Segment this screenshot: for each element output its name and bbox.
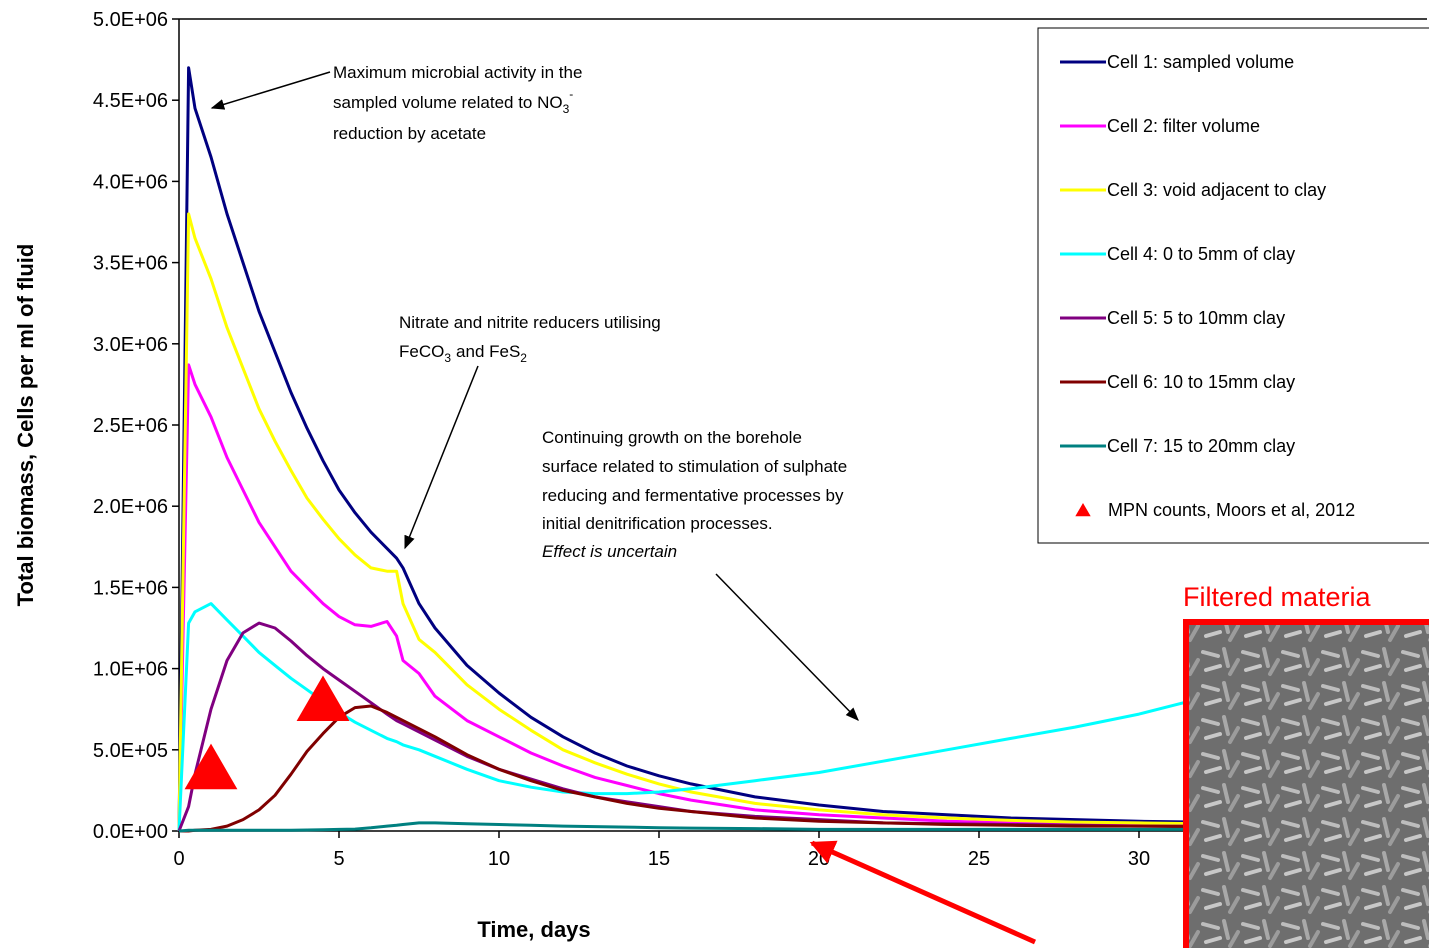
series-line — [178, 821, 1427, 833]
annotation-line: initial denitrification processes. — [542, 514, 773, 533]
x-tick-label: 15 — [648, 848, 670, 870]
series-line — [177, 212, 1427, 832]
legend-label: Cell 2: filter volume — [1107, 116, 1260, 136]
subscript: 2 — [520, 351, 527, 365]
annotation-line: and FeS — [456, 342, 520, 361]
annotation-line: surface related to stimulation of sulpha… — [542, 457, 847, 476]
superscript: - — [569, 87, 573, 101]
x-tick-label: 25 — [968, 848, 990, 870]
inset-title: Filtered materia — [1183, 582, 1372, 612]
annotation: Maximum microbial activity in the sampled… — [333, 63, 582, 143]
y-tick-label: 1.0E+06 — [93, 659, 168, 681]
data-point — [184, 743, 238, 790]
annotation-line: reduction by acetate — [333, 124, 486, 143]
x-tick-label: 0 — [173, 848, 184, 870]
legend-box — [1037, 27, 1429, 544]
annotation-line: sampled volume related to NO — [333, 93, 563, 112]
y-tick-label: 5.0E+05 — [93, 740, 168, 762]
subscript: 3 — [563, 102, 570, 116]
data-point — [296, 675, 350, 722]
y-tick-label: 1.5E+06 — [93, 577, 168, 599]
arrow — [809, 840, 1037, 945]
y-tick-label: 3.0E+06 — [93, 334, 168, 356]
series-line — [179, 704, 1427, 833]
legend-label: Cell 1: sampled volume — [1107, 52, 1294, 72]
legend-label: MPN counts, Moors et al, 2012 — [1108, 500, 1355, 520]
x-tick-label: 10 — [488, 848, 510, 870]
legend-label: Cell 3: void adjacent to clay — [1107, 180, 1326, 200]
annotation-line: Maximum microbial activity in the — [333, 63, 582, 82]
legend-label: Cell 7: 15 to 20mm clay — [1107, 436, 1295, 456]
arrow — [210, 71, 331, 110]
y-tick-label: 3.5E+06 — [93, 253, 168, 275]
series-line — [177, 66, 1428, 832]
y-tick-label: 2.0E+06 — [93, 496, 168, 518]
annotation: Nitrate and nitrite reducers utilising Fe… — [399, 313, 661, 365]
annotation-line: Continuing growth on the borehole — [542, 428, 802, 447]
legend-marker — [1075, 503, 1091, 517]
subscript: 3 — [444, 351, 451, 365]
plot-area: 0.0E+00 5.0E+05 1.0E+06 1.5E+06 2.0E+06 2.5E+… — [93, 9, 1428, 870]
legend: Cell 1: sampled volume Cell 2: filter vol… — [1037, 27, 1429, 544]
y-tick-label: 4.5E+06 — [93, 90, 168, 112]
inset: Filtered materia — [1183, 582, 1429, 948]
legend-label: Cell 4: 0 to 5mm of clay — [1107, 244, 1295, 264]
legend-label: Cell 5: 5 to 10mm clay — [1107, 308, 1285, 328]
annotation-line: Nitrate and nitrite reducers utilising — [399, 313, 661, 332]
y-tick-label: 4.0E+06 — [93, 171, 168, 193]
series-line — [177, 602, 1428, 832]
arrow — [715, 573, 859, 721]
y-axis-title: Total biomass, Cells per ml of fluid — [13, 244, 38, 607]
y-tick-label: 0.0E+00 — [93, 821, 168, 843]
x-tick-label: 30 — [1128, 848, 1150, 870]
y-tick-label: 2.5E+06 — [93, 415, 168, 437]
legend-label: Cell 6: 10 to 15mm clay — [1107, 372, 1295, 392]
x-axis-title: Time, days — [477, 917, 590, 942]
series-line — [177, 363, 1428, 832]
annotation-line: reducing and fermentative processes by — [542, 486, 844, 505]
annotation-line: FeCO — [399, 342, 444, 361]
annotation-line: Effect is uncertain — [542, 542, 677, 561]
annotations: Maximum microbial activity in the sampled… — [210, 63, 859, 721]
inset-image — [1183, 619, 1429, 948]
arrow — [404, 365, 479, 550]
y-tick-label: 5.0E+06 — [93, 9, 168, 31]
annotation: Continuing growth on the borehole surface… — [542, 428, 847, 561]
x-tick-label: 5 — [333, 848, 344, 870]
